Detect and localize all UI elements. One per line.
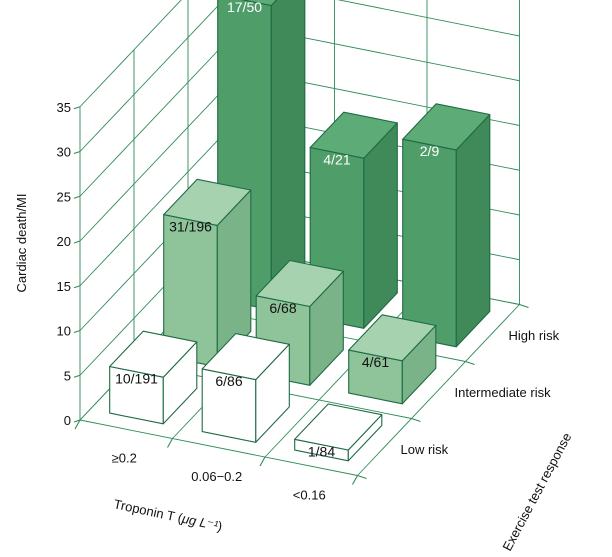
y-tick-mark <box>73 150 81 155</box>
y-tick-mark <box>73 106 81 110</box>
bar-intermediate-risk: 4/61 <box>348 314 437 405</box>
x-axis-title-main: Troponin T ( <box>112 496 184 525</box>
bar-data-label: 4/61 <box>362 354 389 370</box>
left-wall-gridline <box>79 24 243 197</box>
bar-low-risk: 1/84 <box>294 403 383 462</box>
z-tick-mark <box>519 303 529 309</box>
bar-top-face <box>348 314 437 362</box>
y-tick-mark <box>73 374 81 378</box>
z-tick-mark <box>357 474 367 480</box>
troponin-category-labels: ≥0.2 0.06−0.2 <0.16 <box>74 419 358 502</box>
bar-front-face <box>402 138 457 348</box>
z-axis-title: Exercise test response <box>499 430 574 553</box>
troponin-category-label: <0.16 <box>293 487 326 502</box>
z-tick-mark <box>411 417 421 423</box>
bar-data-label: 2/9 <box>420 143 440 159</box>
bar-data-label: 1/84 <box>308 443 335 459</box>
bar-top-face <box>294 403 383 451</box>
x-axis-title-close: ) <box>216 518 223 534</box>
bar-low-risk: 10/191 <box>109 330 198 425</box>
floor-gridline <box>79 419 358 476</box>
bar-intermediate-risk: 31/196 <box>163 178 252 368</box>
bar-top-face <box>240 0 278 7</box>
y-tick-mark <box>73 285 81 289</box>
z-tick-mark <box>465 360 475 366</box>
bar-low-risk: 6/86 <box>201 333 290 443</box>
y-tick-label: 0 <box>64 413 71 428</box>
chart-bars: 2/9 4/21 17/50 4/61 6/68 31/196 1/84 6/86 10/191 <box>109 0 491 462</box>
bar-data-label: 10/191 <box>115 371 158 387</box>
y-tick-mark <box>73 419 81 423</box>
y-tick-mark <box>73 195 81 199</box>
bar-data-label: 17/50 <box>227 0 262 15</box>
floor-gridline <box>357 304 520 476</box>
bar-top-face <box>201 333 290 381</box>
x-axis-title: Troponin T (μg L⁻¹) <box>112 496 223 534</box>
back-wall-gridline <box>337 0 520 37</box>
y-tick-label: 15 <box>57 279 71 294</box>
y-tick-mark <box>73 329 81 334</box>
x-axis-title-unit: μg L⁻¹ <box>180 511 220 534</box>
y-axis-ticks: 0 5 10 15 20 25 30 35 <box>57 100 81 428</box>
bar-data-label: 4/21 <box>323 152 350 168</box>
y-tick-label: 20 <box>57 234 71 249</box>
left-wall-gridline <box>79 69 243 242</box>
left-wall-gridline <box>79 0 182 108</box>
y-tick-label: 25 <box>57 189 71 204</box>
y-tick-label: 10 <box>57 324 71 339</box>
bar-top-face <box>109 330 198 378</box>
y-axis-title: Cardiac death/MI <box>14 194 29 293</box>
bar-side-face <box>363 122 398 329</box>
floor-gridline <box>264 285 428 458</box>
bar-data-label: 6/86 <box>215 373 242 389</box>
bar-top-face <box>402 103 491 151</box>
y-tick-label: 30 <box>57 145 71 160</box>
bar-high-risk: 2/9 <box>402 103 491 348</box>
risk-category-label: Low risk <box>401 442 449 457</box>
bar-side-face <box>455 113 491 348</box>
bar-top-face <box>255 259 344 308</box>
risk-category-label: Intermediate risk <box>455 385 552 400</box>
x-tick-mark <box>167 438 173 448</box>
risk-category-labels: Low risk Intermediate risk High risk <box>357 303 560 480</box>
bar-top-face <box>163 178 252 226</box>
x-tick-mark <box>74 419 81 430</box>
bar-data-label: 6/68 <box>269 300 296 316</box>
bar-data-label: 31/196 <box>169 219 212 235</box>
y-tick-label: 35 <box>57 100 71 115</box>
troponin-category-label: 0.06−0.2 <box>191 469 242 484</box>
y-tick-mark <box>73 240 81 244</box>
troponin-category-label: ≥0.2 <box>112 450 137 465</box>
left-wall-gridline <box>79 114 243 287</box>
bar-top-face <box>309 111 398 159</box>
x-tick-mark <box>259 456 266 467</box>
x-tick-mark <box>352 475 358 485</box>
y-tick-label: 5 <box>64 368 71 383</box>
left-wall-gridline <box>79 0 225 152</box>
risk-category-label: High risk <box>509 328 560 343</box>
